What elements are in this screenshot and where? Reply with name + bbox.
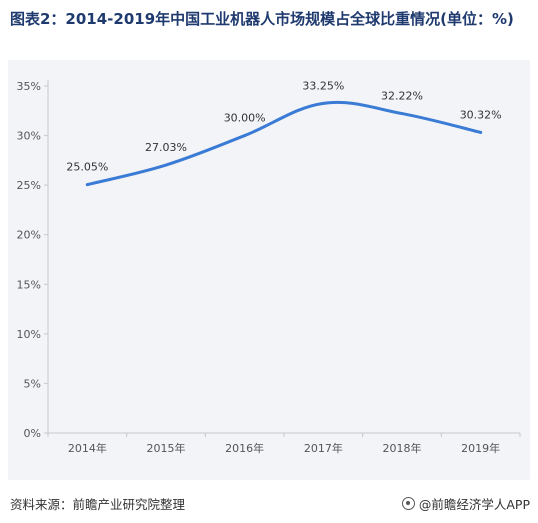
data-label: 25.05% — [66, 161, 108, 174]
x-tick-label: 2019年 — [461, 441, 500, 455]
data-label: 30.32% — [460, 108, 502, 121]
x-tick-label: 2016年 — [225, 441, 264, 455]
y-tick-label: 0% — [24, 427, 41, 440]
brand-label: @前瞻经济学人APP — [418, 497, 530, 512]
y-tick-label: 35% — [17, 80, 41, 93]
source-note: 资料来源：前瞻产业研究院整理 — [10, 497, 186, 512]
data-point — [321, 101, 325, 105]
y-tick-label: 10% — [17, 328, 41, 341]
x-tick-label: 2015年 — [147, 441, 186, 455]
y-tick-label: 20% — [17, 229, 41, 242]
data-label: 27.03% — [145, 141, 187, 154]
series-line — [85, 100, 483, 187]
data-label: 30.00% — [224, 112, 266, 125]
data-point — [400, 112, 404, 116]
footer: 资料来源：前瞻产业研究院整理 @前瞻经济学人APP — [0, 484, 538, 523]
chart-area: 0% 5% 10% 15% 20% 25% 30% 35% 2014年 2015年 2016年 201… — [8, 60, 530, 480]
line-chart: 0% 5% 10% 15% 20% 25% 30% 35% 2014年 2015年 2016年 201… — [17, 79, 521, 455]
data-point — [85, 183, 89, 187]
y-tick-label: 15% — [17, 278, 41, 291]
y-tick-label: 5% — [24, 377, 41, 390]
brand-credit: @前瞻经济学人APP — [401, 494, 530, 513]
data-point — [479, 130, 483, 134]
x-tick-label: 2017年 — [304, 441, 343, 455]
data-label: 33.25% — [302, 79, 344, 92]
data-point — [164, 163, 168, 167]
y-tick-label: 30% — [17, 130, 41, 143]
data-label: 32.22% — [381, 90, 423, 103]
chart-title: 图表2：2014-2019年中国工业机器人市场规模占全球比重情况(单位：%) — [10, 10, 514, 28]
x-tick-label: 2014年 — [68, 441, 107, 455]
data-point — [243, 134, 247, 138]
brand-logo-icon — [401, 497, 415, 510]
y-tick-label: 25% — [17, 179, 41, 192]
x-tick-label: 2018年 — [383, 441, 422, 455]
